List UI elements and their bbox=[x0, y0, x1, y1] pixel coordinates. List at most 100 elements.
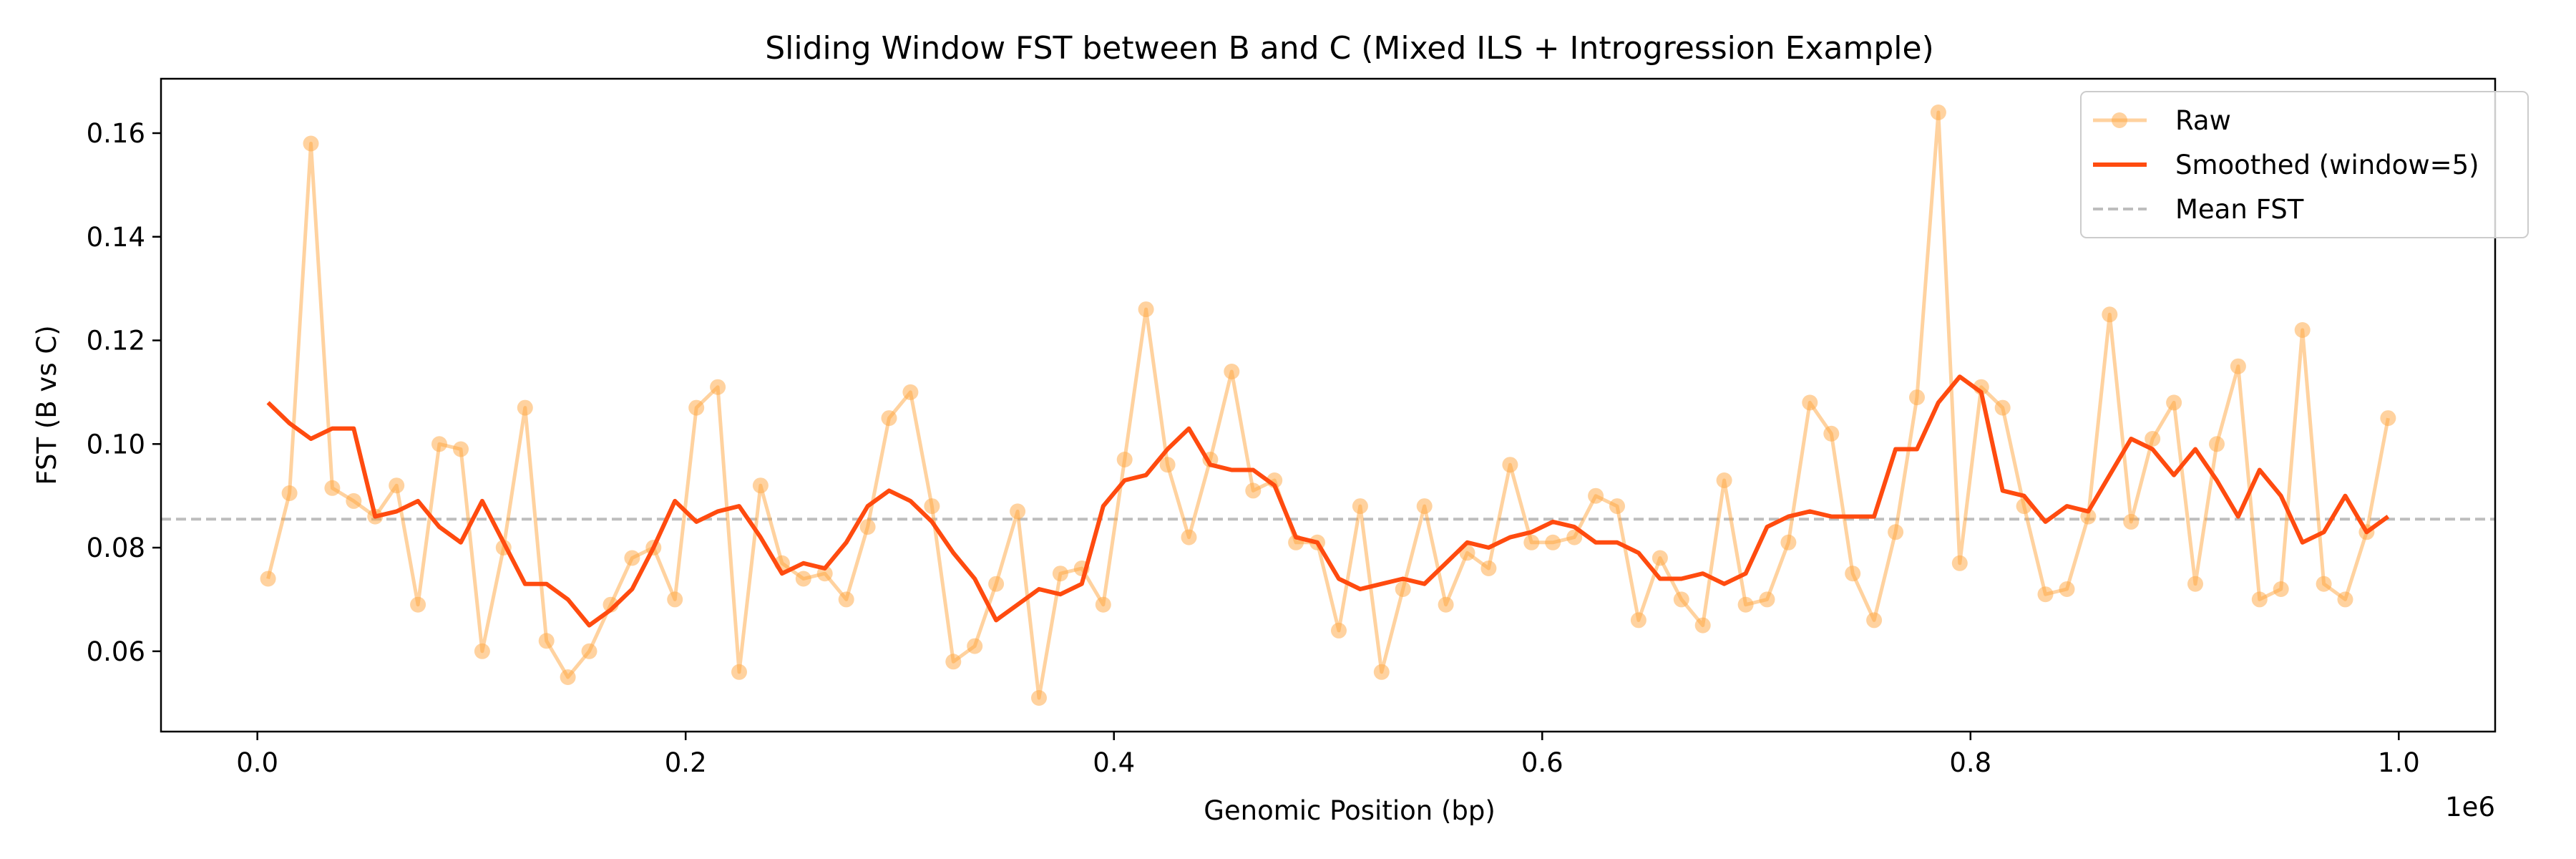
raw-point bbox=[1138, 301, 1154, 318]
raw-point bbox=[1395, 581, 1411, 597]
x-tick-label: 0.2 bbox=[665, 747, 707, 778]
raw-point bbox=[1951, 555, 1968, 571]
raw-point bbox=[2316, 576, 2332, 592]
legend-entry-smoothed: Smoothed (window=5) bbox=[2093, 150, 2479, 180]
raw-point bbox=[1802, 394, 1818, 411]
raw-point bbox=[945, 654, 962, 670]
raw-point bbox=[1416, 498, 1433, 515]
y-axis: 0.06 0.08 0.10 0.12 0.14 0.16 bbox=[87, 118, 161, 667]
raw-point bbox=[1052, 566, 1068, 582]
raw-point bbox=[1010, 503, 1026, 520]
raw-point bbox=[2166, 394, 2182, 411]
axes-frame bbox=[160, 77, 2497, 733]
raw-point bbox=[453, 441, 469, 457]
raw-point bbox=[1159, 457, 1176, 473]
raw-point bbox=[2337, 591, 2353, 608]
y-axis-label: FST (B vs C) bbox=[31, 325, 62, 485]
raw-point bbox=[2294, 322, 2311, 338]
x-offset-label: 1e6 bbox=[2445, 792, 2495, 822]
raw-point bbox=[281, 485, 298, 501]
raw-point bbox=[1502, 457, 1518, 473]
raw-point bbox=[410, 596, 426, 613]
raw-point bbox=[1095, 596, 1111, 613]
raw-point bbox=[752, 477, 769, 494]
raw-point bbox=[667, 591, 683, 608]
legend-smoothed-label: Smoothed (window=5) bbox=[2175, 150, 2479, 180]
x-axis: 0.0 0.2 0.4 0.6 0.8 1.0 bbox=[236, 732, 2420, 778]
raw-point bbox=[2102, 306, 2118, 323]
raw-point bbox=[324, 480, 341, 496]
raw-point bbox=[2145, 431, 2161, 447]
raw-point bbox=[1994, 399, 2011, 416]
raw-point bbox=[1331, 622, 1347, 639]
raw-point bbox=[1245, 482, 1262, 499]
raw-series-line bbox=[266, 110, 2390, 700]
raw-point bbox=[881, 410, 897, 427]
raw-point bbox=[1609, 498, 1625, 515]
raw-point bbox=[2123, 513, 2140, 530]
raw-point bbox=[1694, 617, 1711, 634]
raw-point bbox=[1823, 425, 1840, 442]
raw-point bbox=[1652, 550, 1668, 566]
y-tick-label: 0.08 bbox=[87, 533, 145, 563]
x-axis-label: Genomic Position (bp) bbox=[1204, 795, 1496, 826]
raw-point bbox=[1909, 389, 1925, 406]
raw-point bbox=[560, 669, 576, 685]
raw-point bbox=[431, 436, 447, 452]
raw-point bbox=[1523, 534, 1540, 550]
raw-point bbox=[1930, 105, 1946, 120]
x-tick-label: 0.0 bbox=[236, 747, 278, 778]
raw-point bbox=[624, 550, 640, 566]
raw-point bbox=[1780, 534, 1797, 550]
raw-point bbox=[1224, 364, 1240, 379]
raw-point bbox=[1588, 487, 1604, 504]
plot-area bbox=[161, 105, 2495, 706]
raw-point bbox=[389, 477, 405, 494]
raw-point bbox=[967, 638, 983, 654]
raw-point bbox=[838, 591, 854, 608]
legend-raw-marker bbox=[2112, 112, 2127, 128]
raw-point bbox=[260, 571, 276, 587]
raw-point bbox=[2037, 586, 2054, 603]
chart-title: Sliding Window FST between B and C (Mixe… bbox=[765, 30, 1934, 67]
legend-entry-raw: Raw bbox=[2093, 105, 2231, 136]
legend-entry-mean: Mean FST bbox=[2093, 194, 2304, 225]
raw-point bbox=[1373, 664, 1390, 680]
raw-point bbox=[1566, 529, 1583, 545]
raw-point bbox=[1737, 596, 1754, 613]
x-tick-label: 0.4 bbox=[1093, 747, 1135, 778]
raw-point bbox=[303, 135, 319, 152]
raw-point bbox=[346, 492, 362, 509]
raw-point bbox=[517, 399, 533, 416]
y-tick-label: 0.14 bbox=[87, 222, 145, 253]
raw-point bbox=[1545, 534, 1561, 550]
raw-point bbox=[474, 643, 490, 659]
raw-point bbox=[1845, 566, 1861, 582]
raw-point bbox=[924, 498, 940, 515]
raw-point bbox=[1480, 560, 1497, 576]
raw-point bbox=[1352, 498, 1368, 515]
x-tick-label: 1.0 bbox=[2378, 747, 2420, 778]
x-tick-label: 0.8 bbox=[1949, 747, 1991, 778]
legend-mean-label: Mean FST bbox=[2175, 194, 2304, 225]
legend-box bbox=[2080, 91, 2529, 238]
raw-point bbox=[2230, 358, 2246, 374]
raw-point bbox=[1888, 524, 1904, 540]
raw-point bbox=[2380, 410, 2396, 427]
raw-series-markers bbox=[260, 105, 2396, 706]
raw-point bbox=[1031, 690, 1047, 706]
raw-point bbox=[795, 571, 811, 587]
raw-point bbox=[581, 643, 597, 659]
raw-point bbox=[1630, 612, 1646, 629]
raw-point bbox=[1116, 452, 1133, 467]
y-tick-label: 0.06 bbox=[87, 636, 145, 667]
y-tick-label: 0.12 bbox=[87, 326, 145, 356]
y-tick-label: 0.16 bbox=[87, 118, 145, 149]
raw-point bbox=[988, 576, 1005, 592]
raw-point bbox=[688, 399, 705, 416]
raw-point bbox=[2059, 581, 2075, 597]
raw-point bbox=[2251, 591, 2268, 608]
raw-point bbox=[731, 664, 747, 680]
legend: Raw Smoothed (window=5) Mean FST bbox=[2080, 91, 2529, 238]
